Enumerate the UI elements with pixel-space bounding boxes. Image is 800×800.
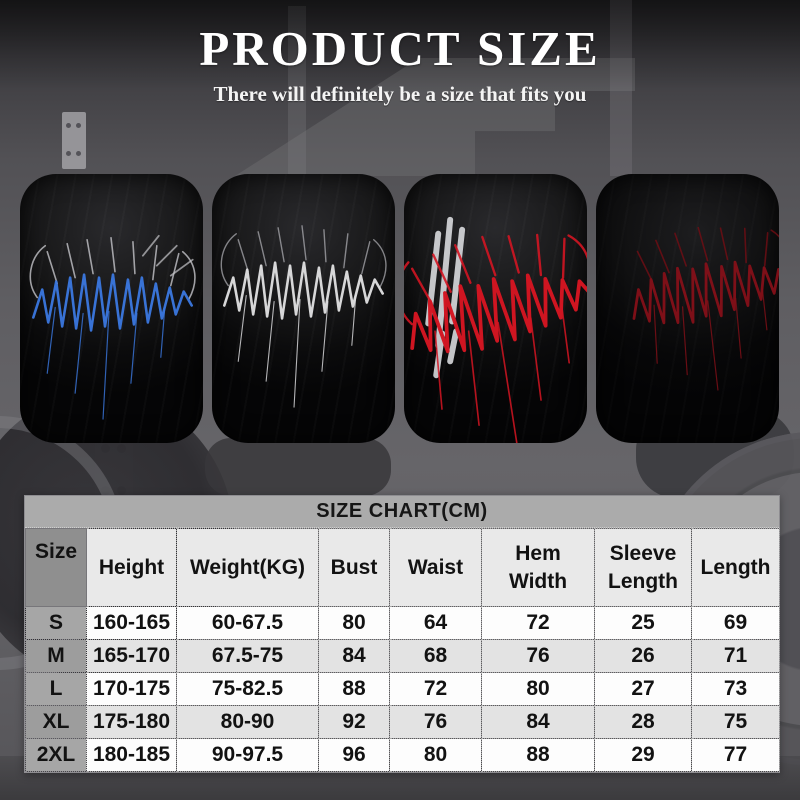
size-label: XL <box>25 705 87 739</box>
cell: 75-82.5 <box>176 672 319 706</box>
size-label: L <box>25 672 87 706</box>
cell: 73 <box>691 672 780 706</box>
page-title: PRODUCT SIZE <box>199 21 601 76</box>
product-photo-strip <box>20 174 780 443</box>
cell: 60-67.5 <box>176 606 319 640</box>
product-photo-red <box>404 174 587 443</box>
cell: 27 <box>594 672 692 706</box>
cell: 84 <box>481 705 595 739</box>
cell: 88 <box>481 738 595 772</box>
wall-plate <box>62 112 86 169</box>
cell: 76 <box>389 705 482 739</box>
cell: 26 <box>594 639 692 673</box>
size-label: S <box>25 606 87 640</box>
cell: 69 <box>691 606 780 640</box>
cell: 165-170 <box>86 639 177 673</box>
cell: 80 <box>389 738 482 772</box>
col-header-weight: Weight(KG) <box>176 528 319 607</box>
cell: 92 <box>318 705 390 739</box>
cell: 90-97.5 <box>176 738 319 772</box>
col-header-height: Height <box>86 528 177 607</box>
product-photo-dark-red <box>596 174 779 443</box>
cell: 180-185 <box>86 738 177 772</box>
cell: 67.5-75 <box>176 639 319 673</box>
col-header-sleeve-length: Sleeve Length <box>594 528 692 607</box>
col-header-size: Size <box>25 528 87 607</box>
col-header-waist: Waist <box>389 528 482 607</box>
size-chart-title: SIZE CHART(CM) <box>25 496 779 528</box>
cell: 75 <box>691 705 780 739</box>
bench-silhouette <box>205 438 391 496</box>
cell: 80-90 <box>176 705 319 739</box>
table-row-xl: XL 175-180 80-90 92 76 84 28 75 <box>25 705 780 739</box>
cell: 71 <box>691 639 780 673</box>
col-header-hem-width: Hem Width <box>481 528 595 607</box>
table-row-l: L 170-175 75-82.5 88 72 80 27 73 <box>25 672 780 706</box>
cell: 170-175 <box>86 672 177 706</box>
cell: 77 <box>691 738 780 772</box>
gothic-logo-blue <box>29 234 196 420</box>
size-chart: SIZE CHART(CM) Size Height Weight(KG) Bu… <box>24 495 780 773</box>
cell: 68 <box>389 639 482 673</box>
cell: 160-165 <box>86 606 177 640</box>
cell: 80 <box>318 606 390 640</box>
cell: 28 <box>594 705 692 739</box>
table-row-m: M 165-170 67.5-75 84 68 76 26 71 <box>25 639 780 673</box>
top-vignette <box>0 0 800 90</box>
product-photo-white <box>212 174 395 443</box>
gothic-logo-dark-red <box>632 226 779 391</box>
size-label: M <box>25 639 87 673</box>
col-header-bust: Bust <box>318 528 390 607</box>
cell: 25 <box>594 606 692 640</box>
cell: 88 <box>318 672 390 706</box>
size-chart-table: Size Height Weight(KG) Bust Waist Hem Wi… <box>25 528 780 772</box>
gothic-logo-red <box>404 216 587 443</box>
gothic-logo-white <box>220 225 387 408</box>
size-label: 2XL <box>25 738 87 772</box>
cell: 96 <box>318 738 390 772</box>
col-header-length: Length <box>691 528 780 607</box>
cell: 72 <box>481 606 595 640</box>
cell: 76 <box>481 639 595 673</box>
cell: 84 <box>318 639 390 673</box>
product-photo-blue <box>20 174 203 443</box>
cell: 72 <box>389 672 482 706</box>
cell: 175-180 <box>86 705 177 739</box>
cell: 80 <box>481 672 595 706</box>
table-row-2xl: 2XL 180-185 90-97.5 96 80 88 29 77 <box>25 738 780 772</box>
cell: 29 <box>594 738 692 772</box>
table-row-s: S 160-165 60-67.5 80 64 72 25 69 <box>25 606 780 640</box>
header-row: Size Height Weight(KG) Bust Waist Hem Wi… <box>25 528 780 607</box>
page-subtitle: There will definitely be a size that fit… <box>213 82 587 106</box>
cell: 64 <box>389 606 482 640</box>
